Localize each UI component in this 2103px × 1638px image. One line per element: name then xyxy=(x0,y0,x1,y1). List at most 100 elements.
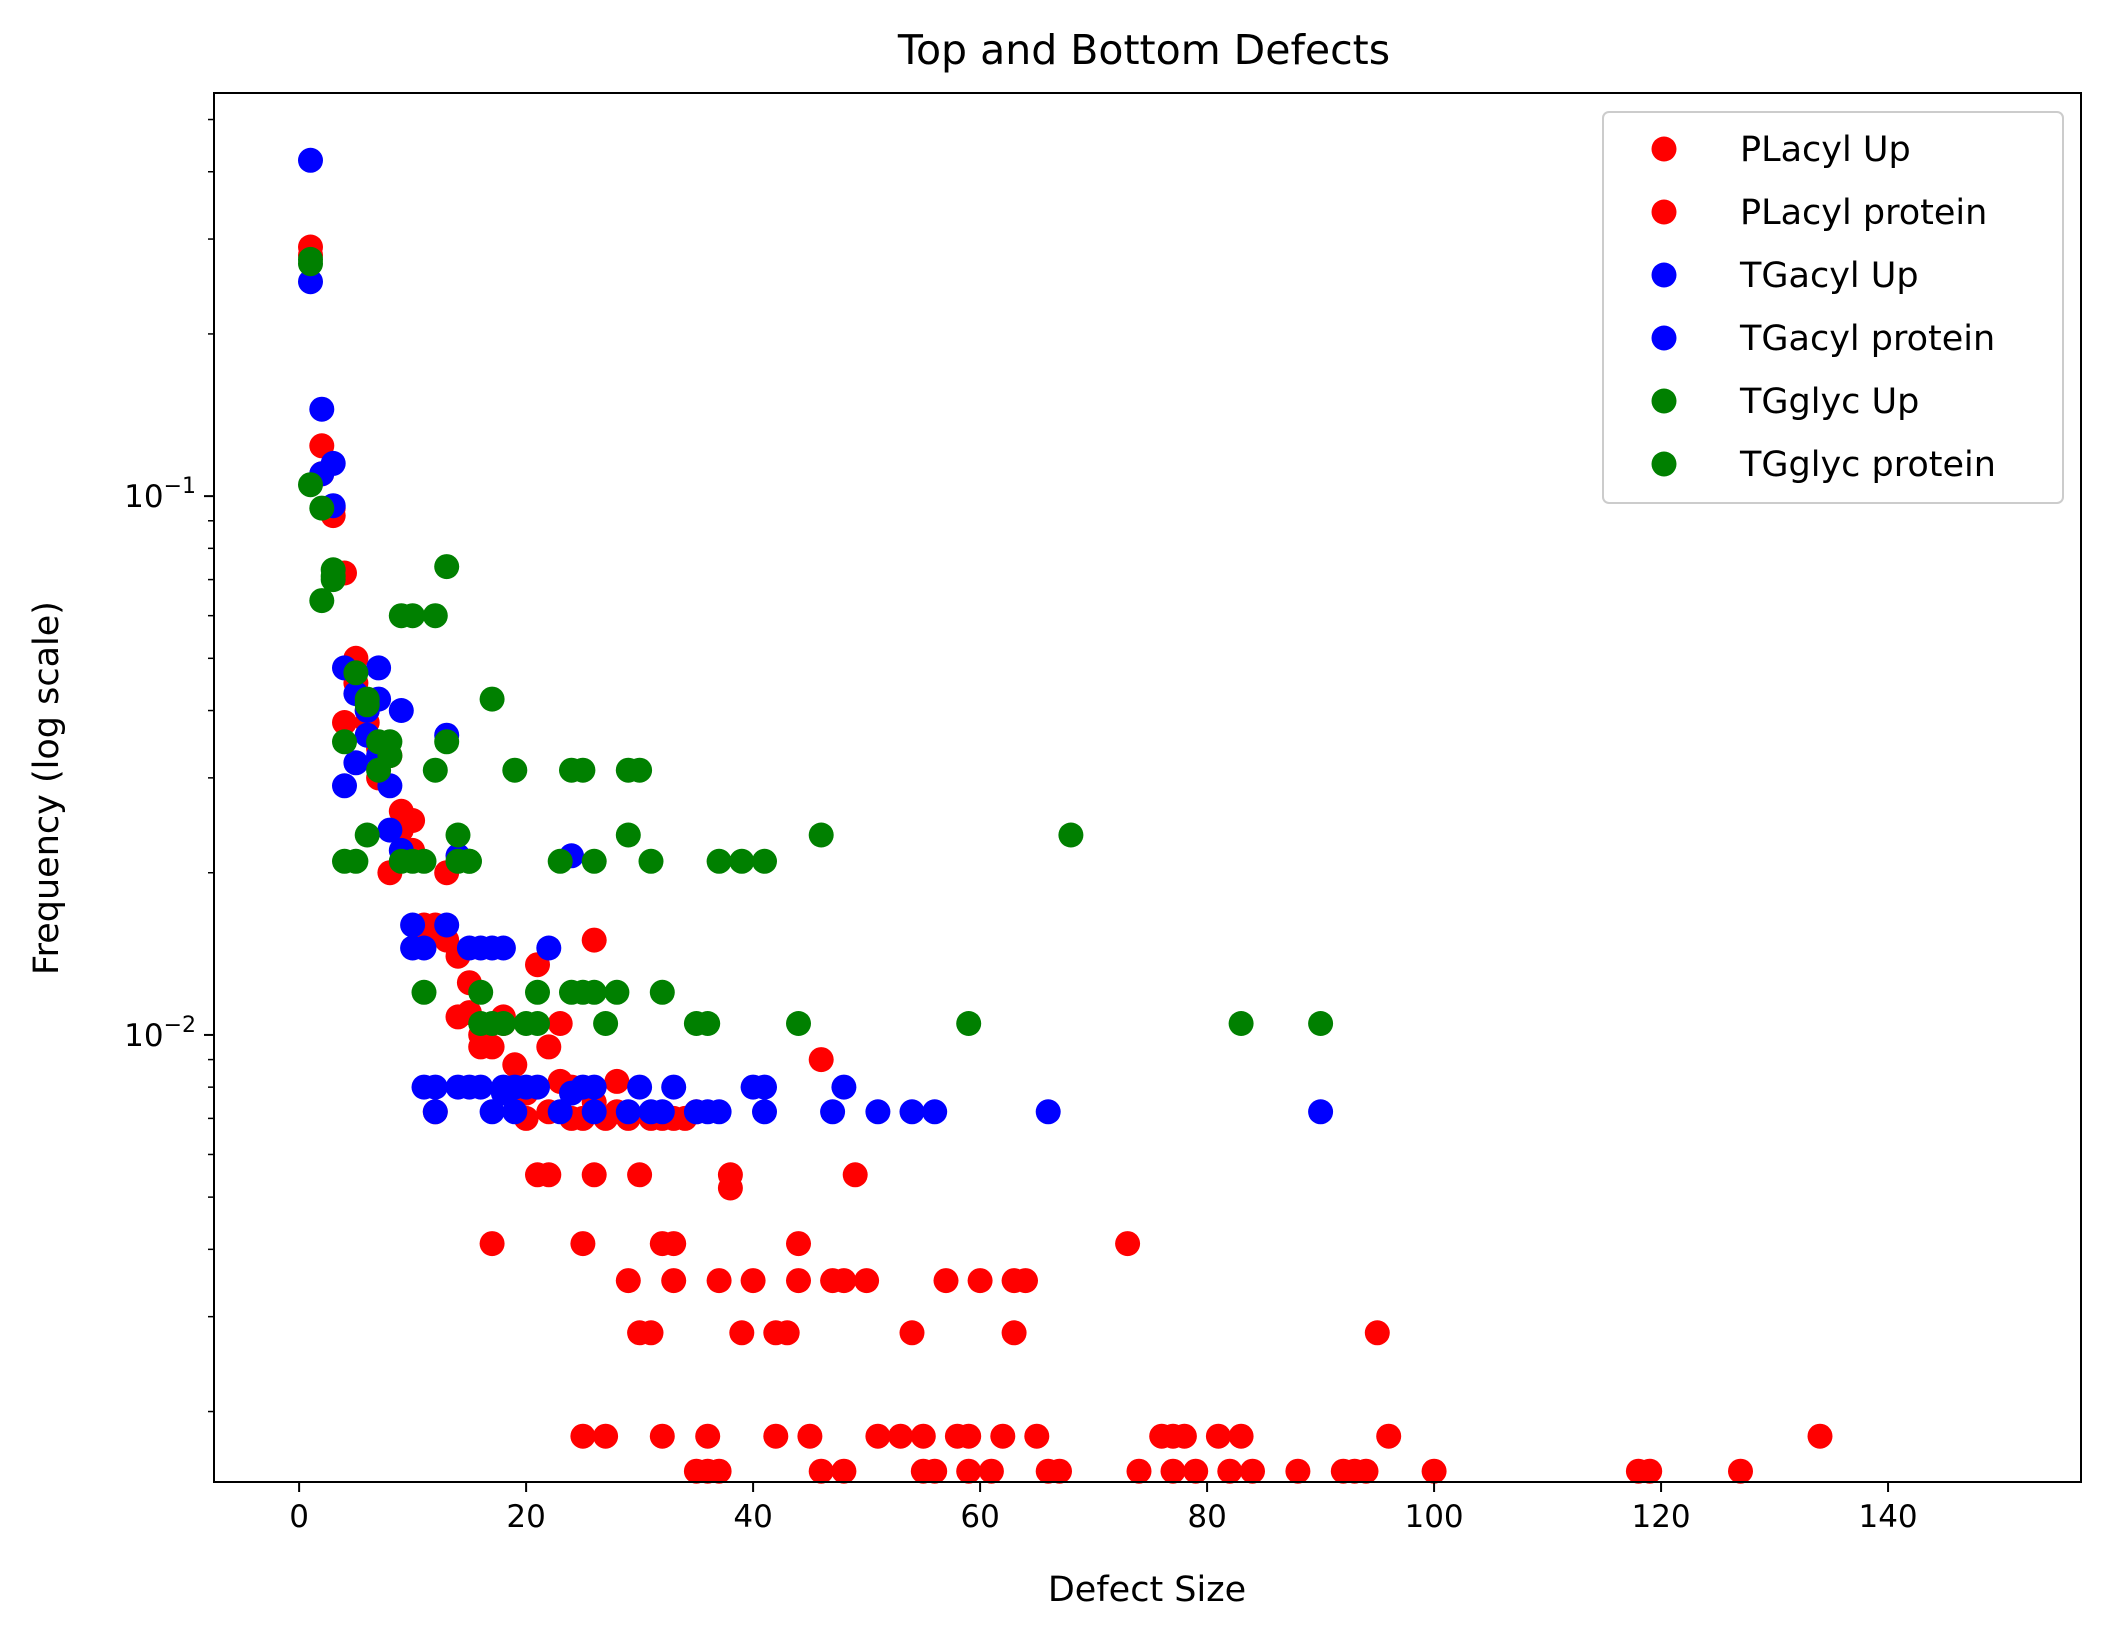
y-tick-exponent: −2 xyxy=(164,1013,196,1038)
x-tick-label: 120 xyxy=(1631,1499,1690,1535)
data-point xyxy=(377,817,403,843)
data-point xyxy=(956,1423,982,1449)
data-point xyxy=(502,1099,528,1125)
data-point xyxy=(649,1423,675,1449)
data-point xyxy=(422,1099,448,1125)
y-axis-ticks: 10−110−2 xyxy=(124,118,214,1413)
data-point xyxy=(786,1231,811,1257)
legend-label: TGglyc protein xyxy=(1739,445,1996,485)
data-point xyxy=(354,822,380,848)
data-point xyxy=(695,1423,721,1449)
legend-marker xyxy=(1651,262,1677,288)
x-axis-label: Defect Size xyxy=(1048,1570,1246,1610)
data-point xyxy=(422,757,448,783)
legend-marker xyxy=(1651,451,1677,477)
data-point xyxy=(309,396,335,422)
data-point xyxy=(570,1423,596,1449)
data-point xyxy=(774,1320,800,1346)
legend-marker xyxy=(1651,136,1677,162)
data-point xyxy=(661,1231,687,1257)
data-point xyxy=(1308,1011,1334,1036)
data-point xyxy=(400,603,426,629)
data-point xyxy=(831,1074,857,1100)
data-point xyxy=(899,1320,925,1346)
legend-label: TGglyc Up xyxy=(1739,382,1919,422)
data-point xyxy=(320,567,346,593)
data-point xyxy=(445,822,471,848)
data-point xyxy=(865,1423,891,1449)
data-point xyxy=(1035,1099,1061,1125)
data-point xyxy=(479,1099,505,1125)
legend-marker xyxy=(1651,388,1677,414)
data-point xyxy=(842,1162,868,1188)
data-point xyxy=(434,554,460,580)
data-point xyxy=(343,750,369,776)
data-point xyxy=(649,979,675,1005)
legend-label: PLacyl Up xyxy=(1740,130,1911,170)
data-point xyxy=(1183,1458,1209,1484)
data-point xyxy=(411,979,437,1005)
data-point xyxy=(502,757,528,783)
legend-box xyxy=(1602,111,2064,504)
data-point xyxy=(298,251,323,277)
data-point xyxy=(933,1268,959,1294)
data-point xyxy=(547,1099,573,1125)
legend-label: TGacyl Up xyxy=(1739,256,1919,296)
data-point xyxy=(400,912,426,938)
data-point xyxy=(434,729,460,755)
data-point xyxy=(729,1320,755,1346)
data-point xyxy=(581,927,607,953)
data-point xyxy=(604,979,630,1005)
data-point xyxy=(1160,1458,1186,1484)
data-point xyxy=(490,1080,516,1106)
data-point xyxy=(525,1074,550,1100)
data-point xyxy=(706,1458,732,1484)
data-point xyxy=(1308,1099,1334,1125)
data-point xyxy=(786,1011,811,1036)
data-point xyxy=(967,1268,993,1294)
data-point xyxy=(990,1423,1016,1449)
data-point xyxy=(956,1011,982,1036)
y-tick-label: 10−1 xyxy=(124,474,196,515)
data-point xyxy=(978,1458,1004,1484)
data-point xyxy=(593,1423,619,1449)
data-point xyxy=(332,729,357,755)
data-point xyxy=(479,1231,505,1257)
data-point xyxy=(752,1074,777,1100)
data-point xyxy=(888,1423,914,1449)
data-point xyxy=(570,1231,596,1257)
data-point xyxy=(547,1011,573,1036)
data-point xyxy=(910,1423,936,1449)
data-point xyxy=(388,698,414,723)
data-point xyxy=(1421,1458,1447,1484)
data-point xyxy=(298,472,323,498)
data-point xyxy=(422,1074,448,1100)
data-point xyxy=(559,1080,584,1106)
data-point xyxy=(468,979,494,1005)
data-point xyxy=(1001,1320,1027,1346)
data-point xyxy=(1013,1268,1038,1294)
y-axis-label: Frequency (log scale) xyxy=(27,601,67,975)
data-point xyxy=(581,1074,607,1100)
data-point xyxy=(1024,1423,1050,1449)
data-point xyxy=(1047,1458,1072,1484)
x-tick-label: 100 xyxy=(1404,1499,1463,1535)
legend-marker xyxy=(1651,199,1677,225)
data-point xyxy=(1285,1458,1311,1484)
data-point xyxy=(502,1052,528,1078)
data-point xyxy=(581,1099,607,1125)
x-tick-label: 80 xyxy=(1187,1499,1226,1535)
data-point xyxy=(831,1268,857,1294)
data-point xyxy=(1228,1423,1254,1449)
data-point xyxy=(615,822,641,848)
data-point xyxy=(332,710,357,735)
data-point xyxy=(956,1458,982,1484)
data-point xyxy=(808,1047,834,1073)
data-point xyxy=(1217,1458,1243,1484)
legend-label: TGacyl protein xyxy=(1739,319,1995,359)
data-point xyxy=(752,1099,777,1125)
x-tick-label: 60 xyxy=(960,1499,999,1535)
data-point xyxy=(763,1423,789,1449)
data-point xyxy=(786,1268,811,1294)
data-point xyxy=(468,1074,494,1100)
